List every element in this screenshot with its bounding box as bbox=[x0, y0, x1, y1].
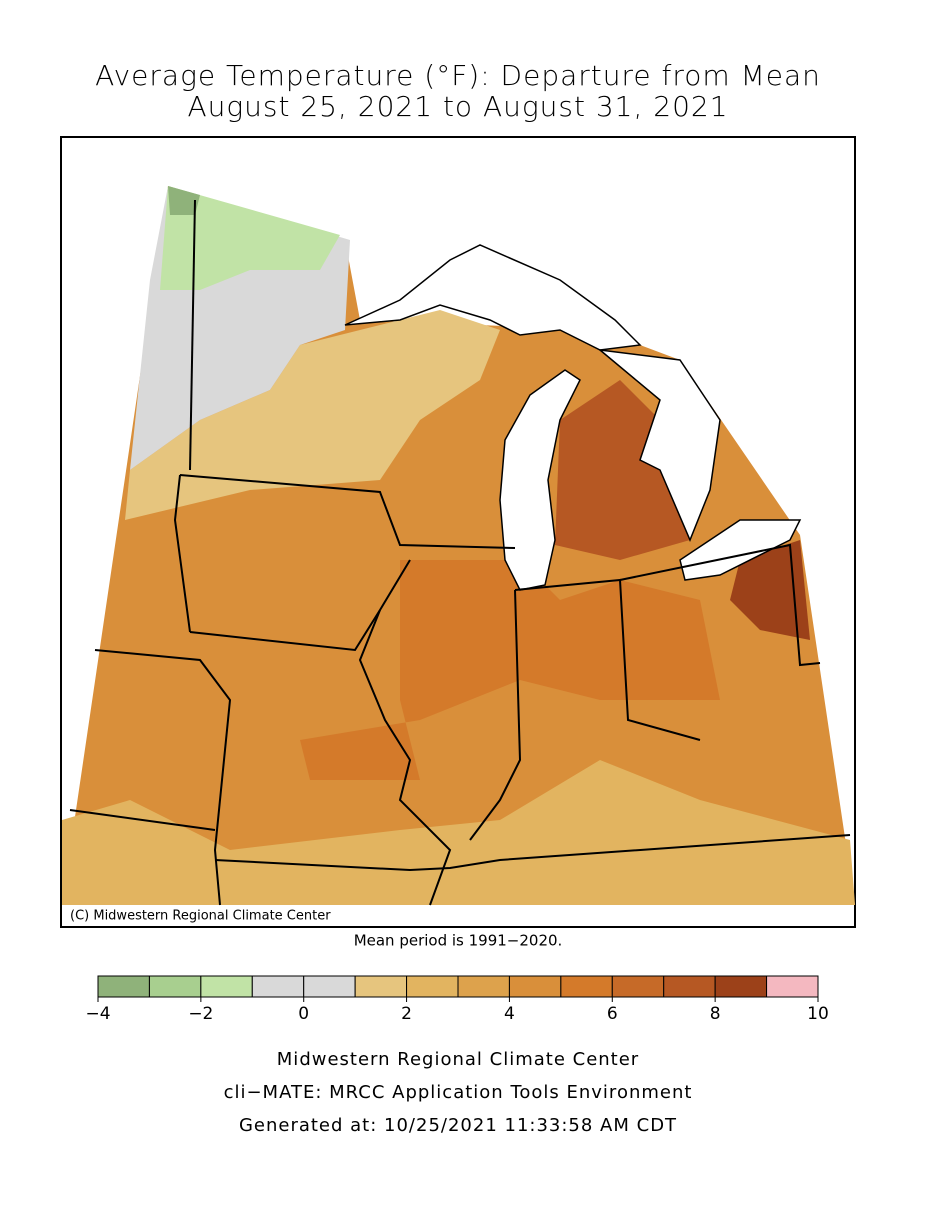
title-line: August 25, 2021 to August 31, 2021 bbox=[187, 90, 728, 123]
colorbar-bin bbox=[354, 975, 408, 998]
footer-line: Generated at: 10/25/2021 11:33:58 AM CDT bbox=[239, 1115, 677, 1136]
region bbox=[62, 760, 855, 905]
lake-superior bbox=[344, 244, 642, 351]
footer-line: cli−MATE: MRCC Application Tools Environ… bbox=[224, 1082, 693, 1103]
footer-line: Midwestern Regional Climate Center bbox=[277, 1049, 639, 1070]
map-credit: (C) Midwestern Regional Climate Center bbox=[70, 909, 331, 924]
colorbar-tick-label: −2 bbox=[188, 1004, 213, 1024]
region bbox=[168, 186, 200, 215]
lake-huron bbox=[597, 348, 721, 542]
state-line bbox=[469, 589, 522, 841]
colorbar-tick-label: 2 bbox=[401, 1004, 412, 1024]
colorbar-bin bbox=[766, 975, 819, 998]
colorbar-bin bbox=[457, 975, 510, 998]
colorbar-bin bbox=[303, 975, 356, 998]
colorbar-bin bbox=[251, 975, 305, 998]
state-line bbox=[189, 559, 411, 652]
colorbar: −4 −2 0 2 4 6 8 10 bbox=[85, 975, 829, 1024]
region bbox=[730, 540, 810, 640]
colorbar-bin bbox=[406, 975, 459, 998]
state-line bbox=[173, 474, 191, 633]
colorbar-tick-label: 6 bbox=[607, 1004, 618, 1024]
region bbox=[125, 310, 500, 520]
state-line bbox=[94, 649, 232, 906]
colorbar-bin bbox=[611, 975, 665, 998]
colorbar-bin bbox=[97, 975, 150, 998]
state-line bbox=[189, 199, 196, 471]
state-line bbox=[358, 609, 452, 906]
state-line bbox=[214, 834, 851, 872]
map: (C) Midwestern Regional Climate Center bbox=[60, 136, 856, 928]
state-line bbox=[179, 474, 516, 549]
note: Mean period is 1991−2020. bbox=[354, 932, 563, 950]
colorbar-bin bbox=[148, 975, 202, 998]
colorbar-tick-label: 4 bbox=[504, 1004, 515, 1024]
colorbar-tick-label: 0 bbox=[298, 1004, 309, 1024]
colorbar-tick-label: −4 bbox=[85, 1004, 110, 1024]
colorbar-bin bbox=[714, 975, 768, 998]
colorbar-bin bbox=[663, 975, 716, 998]
state-line bbox=[619, 543, 821, 667]
region bbox=[160, 186, 340, 290]
state-line bbox=[514, 578, 701, 741]
lake-erie bbox=[679, 519, 802, 581]
region bbox=[300, 560, 720, 780]
colorbar-bin bbox=[560, 975, 613, 998]
colorbar-tick-label: 10 bbox=[807, 1004, 829, 1024]
credit-box bbox=[64, 907, 346, 925]
colorbar-tick-label: 8 bbox=[710, 1004, 721, 1024]
title-line: Average Temperature (°F): Departure from… bbox=[95, 59, 821, 92]
state-line bbox=[69, 809, 216, 831]
lake-michigan bbox=[499, 369, 581, 591]
colorbar-bin bbox=[200, 975, 253, 998]
colorbar-bin bbox=[508, 975, 562, 998]
